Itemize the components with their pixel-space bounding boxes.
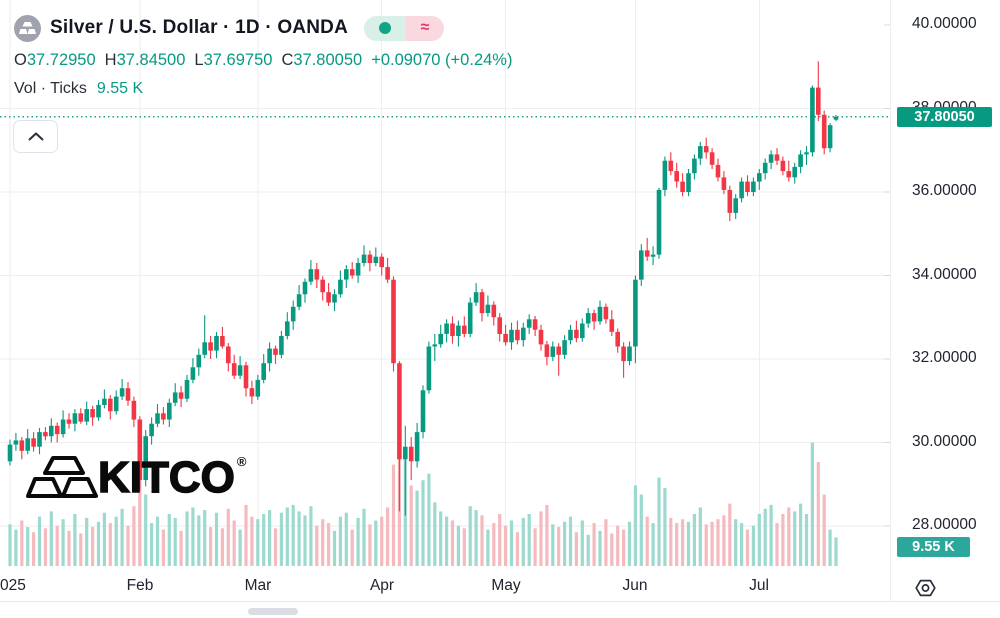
symbol-title[interactable]: Silver / U.S. Dollar · 1D · OANDA — [50, 17, 348, 38]
low-value: 37.69750 — [203, 50, 273, 69]
low-label: L — [194, 50, 204, 69]
horizontal-scrollbar-thumb[interactable] — [248, 608, 298, 615]
market-status-toggle[interactable]: ≈ — [364, 15, 444, 41]
price-tick-label: 28.00000 — [912, 516, 977, 533]
collapse-legend-button[interactable] — [13, 120, 58, 153]
symbol-row: Silver / U.S. Dollar · 1D · OANDA ≈ — [14, 13, 521, 43]
open-value: 37.72950 — [26, 50, 96, 69]
price-tick-label: 32.00000 — [912, 349, 977, 366]
time-tick-label: Mar — [244, 577, 272, 594]
time-tick-label: May — [491, 577, 521, 594]
ohlc-row: O 37.72950 H 37.84500 L 37.69750 C 37.80… — [14, 50, 521, 70]
kitco-watermark: KITCO ® — [26, 453, 246, 501]
last-volume-tag: 9.55 K — [897, 537, 970, 557]
gold-bars-icon — [26, 456, 98, 498]
high-value: 37.84500 — [116, 50, 186, 69]
high-label: H — [104, 50, 117, 69]
toggle-approx-segment[interactable]: ≈ — [406, 15, 444, 41]
bottom-separator — [0, 601, 1000, 602]
kitco-wordmark: KITCO — [97, 453, 235, 502]
volume-value: 9.55 K — [96, 80, 144, 97]
price-tick-label: 34.00000 — [912, 266, 977, 283]
last-price-tag: 37.80050 — [897, 107, 992, 127]
change-value: +0.09070 (+0.24%) — [371, 50, 513, 69]
price-axis-separator — [890, 0, 891, 601]
time-tick-label: Apr — [369, 577, 395, 594]
price-tick-label: 36.00000 — [912, 182, 977, 199]
price-tick-label: 40.00000 — [912, 15, 977, 32]
volume-label: Vol · Ticks — [14, 80, 87, 97]
legend: Silver / U.S. Dollar · 1D · OANDA ≈ O 37… — [14, 13, 521, 99]
registered-mark: ® — [236, 454, 247, 469]
gear-icon — [914, 579, 936, 597]
approx-icon: ≈ — [420, 19, 430, 36]
volume-row: Vol · Ticks 9.55 K — [14, 79, 521, 99]
chevron-up-icon — [28, 132, 43, 141]
axis-settings-button[interactable] — [912, 576, 938, 600]
close-value: 37.80050 — [293, 50, 363, 69]
close-label: C — [281, 50, 294, 69]
toggle-on-segment[interactable] — [364, 15, 406, 41]
time-tick-label: Jul — [749, 577, 769, 594]
silver-symbol-icon — [14, 14, 41, 42]
time-tick-label: Jun — [622, 577, 648, 594]
time-tick-label: Feb — [126, 577, 154, 594]
status-dot-icon — [379, 22, 391, 34]
open-label: O — [14, 50, 27, 69]
price-tick-label: 30.00000 — [912, 433, 977, 450]
time-tick-label: 025 — [0, 577, 26, 594]
